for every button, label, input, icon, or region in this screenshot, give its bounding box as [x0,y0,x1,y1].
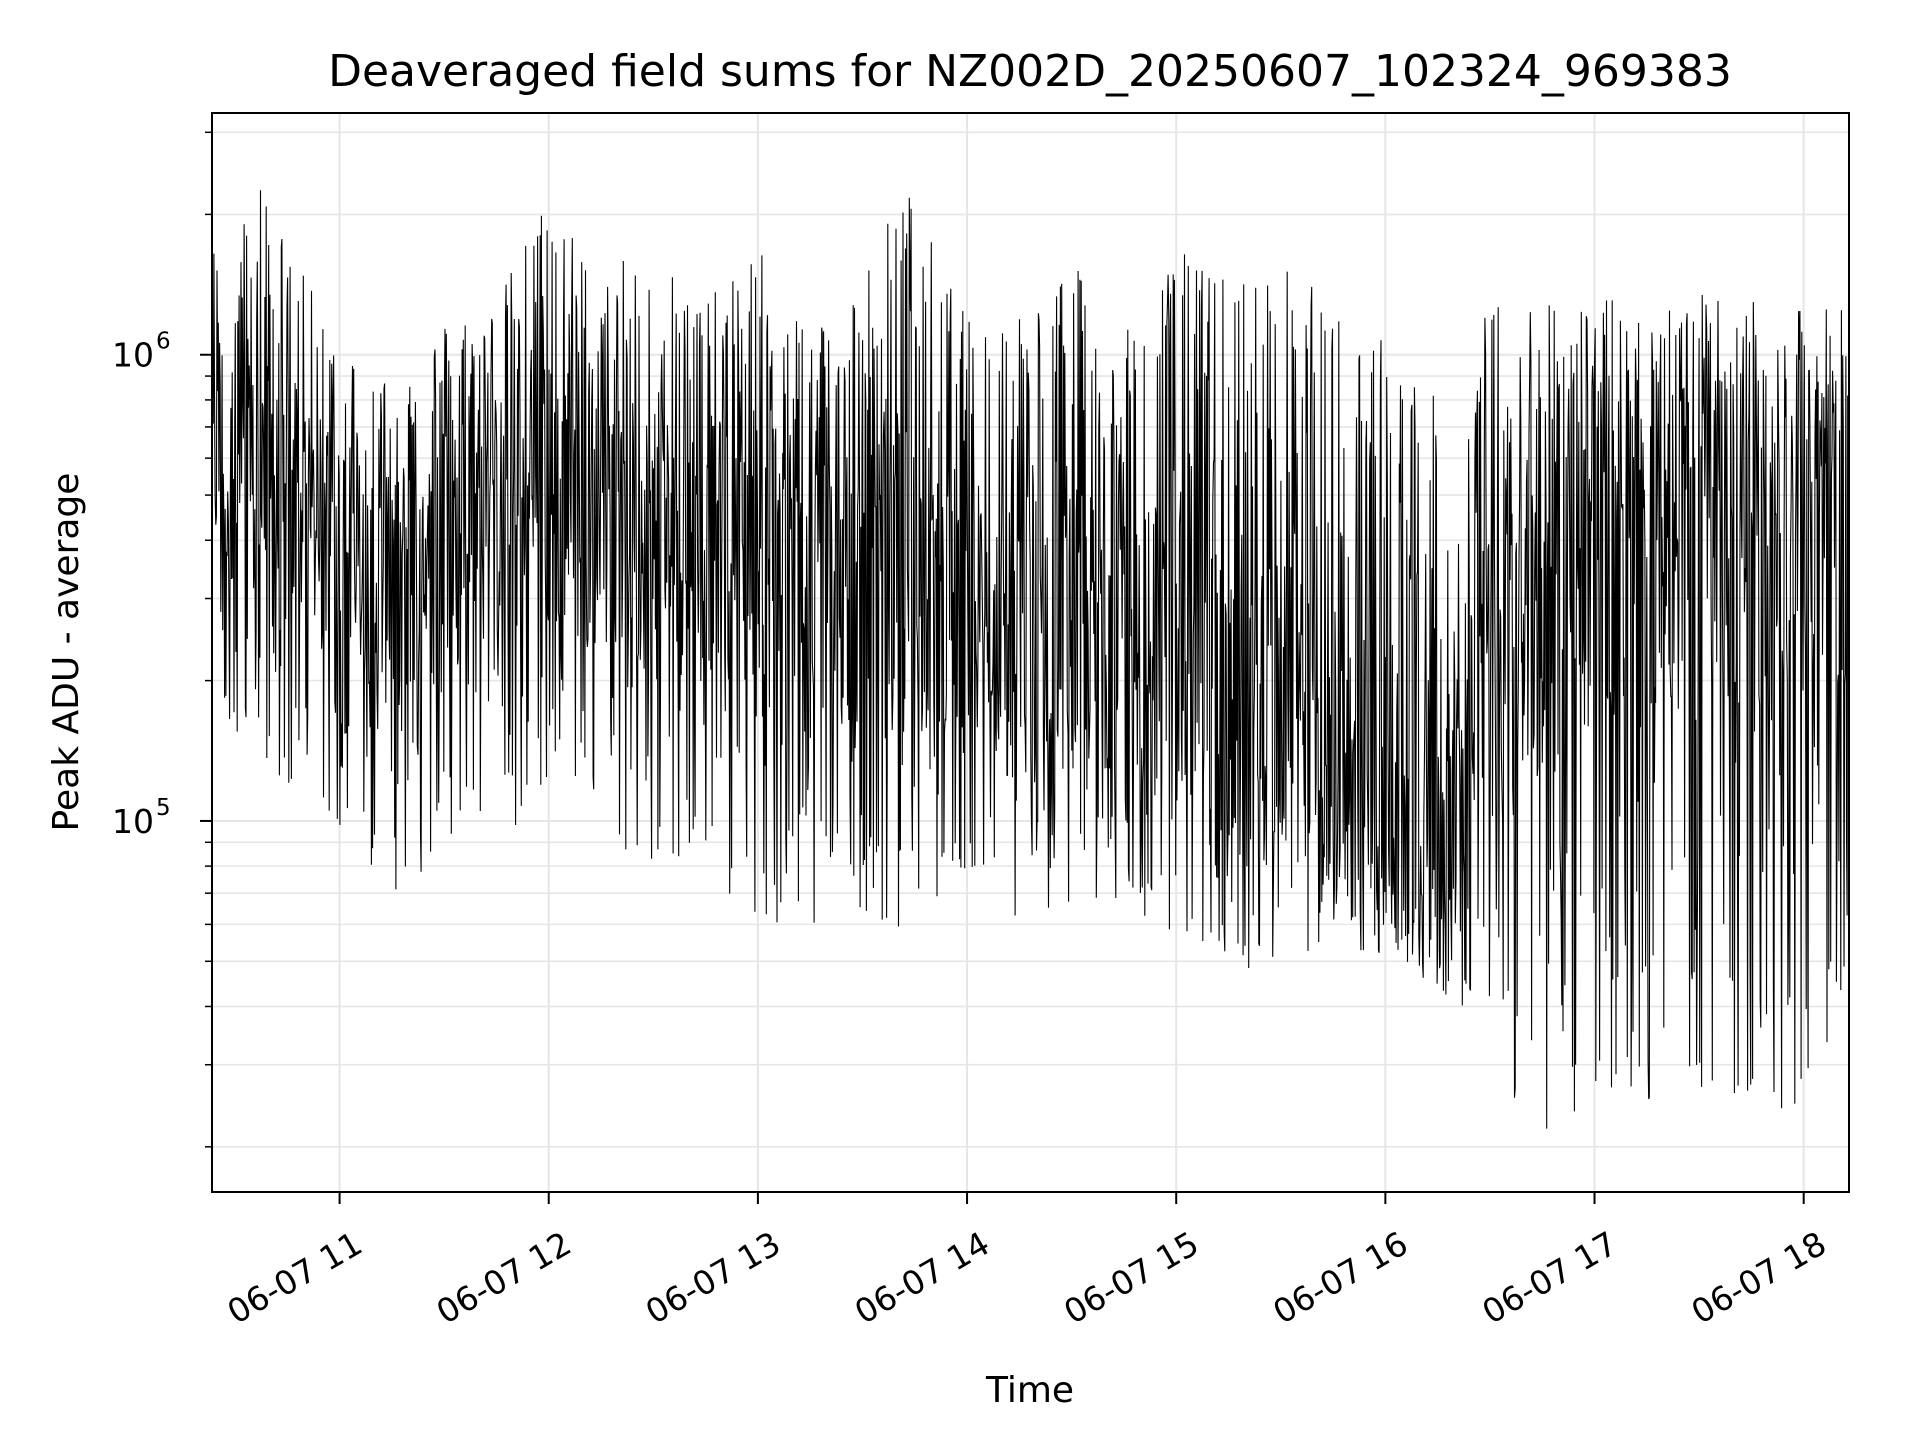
x-tick-label: 06-07 14 [848,1224,996,1332]
series-line-group [211,190,1850,1129]
plot-frame [211,112,1850,1193]
x-tick-label: 06-07 16 [1266,1224,1414,1332]
x-tick-label: 06-07 15 [1057,1224,1205,1332]
x-tick-label: 06-07 18 [1685,1224,1833,1332]
x-axis-ticks: 06-07 11 06-07 12 06-07 13 06-07 14 06-07 15… [221,1192,1833,1332]
y-tick-exponent: 6 [156,329,171,355]
y-tick-label: 10 [112,336,154,375]
chart-title: Deaveraged field sums for NZ002D_2025060… [328,46,1732,97]
x-tick-label: 06-07 13 [639,1224,787,1332]
y-tick-exponent: 5 [156,795,171,821]
x-tick-label: 06-07 12 [430,1224,578,1332]
series-line [211,190,1850,1129]
x-tick-label: 06-07 11 [221,1224,369,1332]
x-tick-label: 06-07 17 [1476,1224,1624,1332]
y-axis-label: Peak ADU - average [46,473,87,832]
y-tick-label: 10 [112,802,154,841]
x-axis-label: Time [985,1370,1074,1411]
